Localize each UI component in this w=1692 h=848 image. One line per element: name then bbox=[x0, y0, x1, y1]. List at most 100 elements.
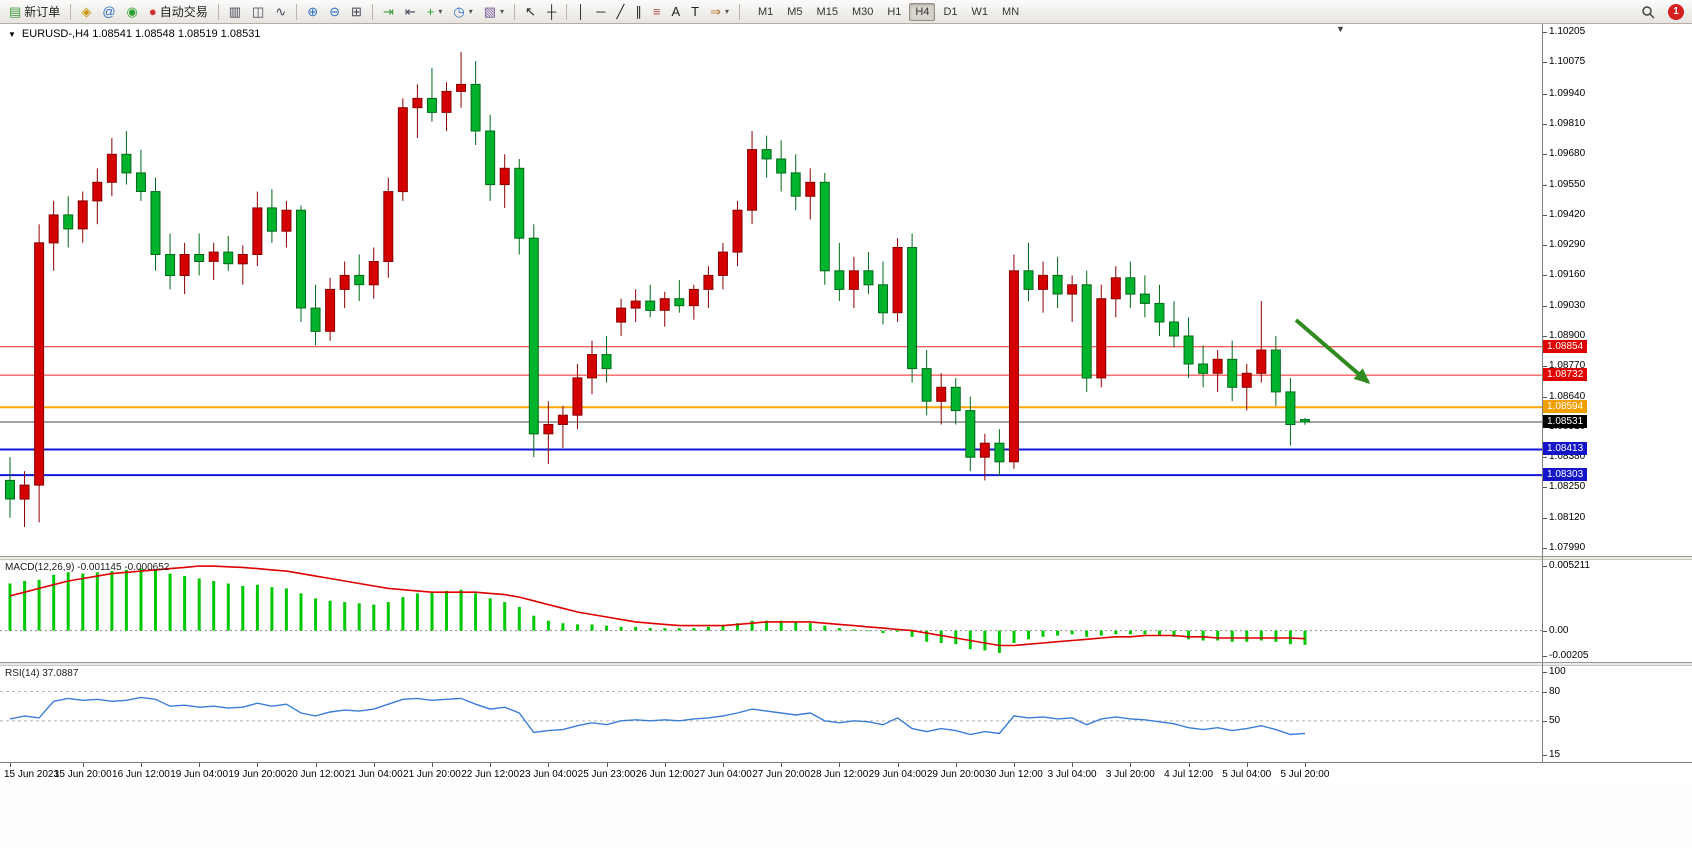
timeframe-m15[interactable]: M15 bbox=[816, 5, 838, 18]
axis-tick bbox=[1543, 457, 1547, 459]
macd-histogram-bar bbox=[867, 630, 870, 632]
metaeditor-button[interactable]: ◈ bbox=[76, 2, 96, 22]
time-axis-label: 19 Jun 20:00 bbox=[228, 769, 287, 780]
text-icon: A bbox=[671, 4, 681, 19]
macd-histogram-bar bbox=[619, 626, 623, 631]
rsi-pane[interactable]: RSI(14) 37.0887 bbox=[0, 666, 1542, 762]
macd-histogram-bar bbox=[474, 593, 478, 631]
macd-histogram-bar bbox=[605, 625, 609, 631]
cursor-button[interactable]: ↖ bbox=[520, 2, 541, 22]
candle bbox=[470, 61, 481, 145]
macd-histogram-bar bbox=[1172, 630, 1176, 637]
candle bbox=[1139, 275, 1150, 318]
signals-button[interactable]: ◉ bbox=[122, 2, 143, 22]
pane-separator[interactable] bbox=[0, 662, 1692, 666]
time-axis-label: 5 Jul 04:00 bbox=[1222, 769, 1272, 780]
candle bbox=[5, 457, 15, 518]
price-tag: 1.08854 bbox=[1543, 339, 1588, 353]
zoom-in-button[interactable]: ⊕ bbox=[302, 2, 323, 22]
macd-histogram-bar bbox=[314, 598, 318, 631]
price-axis-label: 1.07990 bbox=[1549, 542, 1586, 553]
toolbar-separator bbox=[70, 3, 72, 20]
candlestick-button[interactable]: ◫ bbox=[247, 2, 269, 22]
trendline-button[interactable]: ╱ bbox=[612, 2, 630, 22]
arrows-button[interactable]: ⇒ ▾ bbox=[705, 2, 734, 22]
time-axis-tick bbox=[315, 763, 317, 767]
candle bbox=[994, 429, 1005, 476]
vertical-line-button[interactable]: │ bbox=[572, 2, 590, 22]
text-button[interactable]: A bbox=[666, 2, 685, 22]
macd-histogram-bar bbox=[706, 626, 710, 631]
macd-histogram-bar bbox=[1158, 630, 1161, 636]
bar-chart-button[interactable]: ▥ bbox=[224, 2, 246, 22]
channel-button[interactable]: ∥ bbox=[630, 2, 647, 22]
candle bbox=[34, 224, 45, 523]
price-axis[interactable]: 1.10205 1.10075 1.09940 1.09810 1.09680 1.095… bbox=[1543, 24, 1692, 556]
macd-histogram-bar bbox=[852, 629, 856, 631]
candle bbox=[1198, 345, 1209, 388]
line-chart-button[interactable]: ∿ bbox=[270, 2, 291, 22]
macd-histogram-bar bbox=[837, 628, 841, 631]
timeframe-mn[interactable]: MN bbox=[1002, 5, 1020, 18]
horizontal-line-button[interactable]: ─ bbox=[591, 2, 610, 22]
timeframe-w1[interactable]: W1 bbox=[971, 5, 989, 18]
macd-pane[interactable]: MACD(12,26,9) -0.001145 -0.000652 bbox=[0, 560, 1542, 662]
price-axis-label: 1.09550 bbox=[1549, 178, 1586, 190]
timeframe-m1[interactable]: M1 bbox=[757, 5, 774, 18]
price-axis-label: 1.10205 bbox=[1549, 26, 1586, 37]
axis-tick bbox=[1543, 305, 1547, 307]
chart-shift-button[interactable]: ⇤ bbox=[400, 2, 421, 22]
tile-windows-button[interactable]: ⊞ bbox=[346, 2, 367, 22]
chart-shift-marker-icon[interactable]: ▼ bbox=[1336, 24, 1345, 34]
new-order-button[interactable]: ▤ 新订单 bbox=[4, 2, 65, 22]
search-button[interactable] bbox=[1636, 2, 1660, 22]
macd-histogram-bar bbox=[546, 620, 550, 631]
label-button[interactable]: T bbox=[686, 2, 704, 22]
search-icon bbox=[1642, 5, 1655, 19]
time-axis[interactable]: 15 Jun 2023 15 Jun 20:00 16 Jun 12:00 19 Ju… bbox=[0, 762, 1692, 784]
timeframe-h1[interactable]: H1 bbox=[887, 5, 902, 18]
chevron-down-icon: ▾ bbox=[468, 7, 473, 16]
timeframe-h4[interactable]: H4 bbox=[909, 2, 936, 21]
auto-scroll-button[interactable]: ⇥ bbox=[378, 2, 399, 22]
macd-histogram-bar bbox=[590, 624, 594, 631]
community-button[interactable]: @ bbox=[97, 2, 120, 22]
trend-arrow-annotation[interactable] bbox=[1294, 318, 1371, 384]
candle bbox=[150, 177, 161, 271]
macd-histogram-bar bbox=[692, 628, 696, 631]
crosshair-button[interactable]: ┼ bbox=[542, 2, 561, 22]
candle bbox=[441, 82, 452, 132]
axis-tick bbox=[1543, 366, 1547, 368]
symbol-dropdown-icon[interactable]: ▼ bbox=[8, 29, 16, 39]
auto-trading-button[interactable]: ● 自动交易 bbox=[144, 2, 213, 22]
notification-badge[interactable]: 1 bbox=[1668, 3, 1684, 20]
pane-separator[interactable] bbox=[0, 556, 1692, 560]
zoom-out-button[interactable]: ⊖ bbox=[324, 2, 345, 22]
axis-tick bbox=[1543, 275, 1547, 277]
time-axis-tick bbox=[897, 763, 899, 767]
axis-tick bbox=[1543, 630, 1547, 632]
timeframe-m30[interactable]: M30 bbox=[851, 5, 874, 18]
price-axis-label: 1.08120 bbox=[1549, 511, 1586, 523]
macd-histogram-bar bbox=[1041, 630, 1045, 637]
axis-tick bbox=[1543, 32, 1547, 33]
indicators-button[interactable]: + ▾ bbox=[422, 2, 448, 22]
templates-button[interactable]: ▧ ▾ bbox=[479, 2, 509, 22]
timeframe-d1[interactable]: D1 bbox=[943, 5, 958, 18]
toolbar-separator bbox=[217, 3, 219, 20]
macd-axis: 0.005211 0.00 -0.00205 bbox=[1543, 560, 1692, 662]
time-axis-tick bbox=[490, 763, 492, 767]
price-axis-label: 1.09680 bbox=[1549, 148, 1586, 160]
candle bbox=[456, 51, 467, 108]
candle bbox=[776, 140, 787, 192]
candle bbox=[1270, 336, 1281, 406]
candle bbox=[834, 242, 845, 302]
rsi-axis-label: 15 bbox=[1549, 749, 1561, 760]
macd-histogram-bar bbox=[415, 593, 419, 631]
periods-button[interactable]: ◷ ▾ bbox=[448, 2, 477, 22]
candle bbox=[397, 98, 408, 201]
timeframe-m5[interactable]: M5 bbox=[787, 5, 803, 18]
fibonacci-button[interactable]: ≡ bbox=[648, 2, 666, 22]
main-chart-pane[interactable]: ▼ EURUSD-,H4 1.08541 1.08548 1.08519 1.0… bbox=[0, 24, 1542, 556]
axis-tick bbox=[1543, 336, 1547, 337]
